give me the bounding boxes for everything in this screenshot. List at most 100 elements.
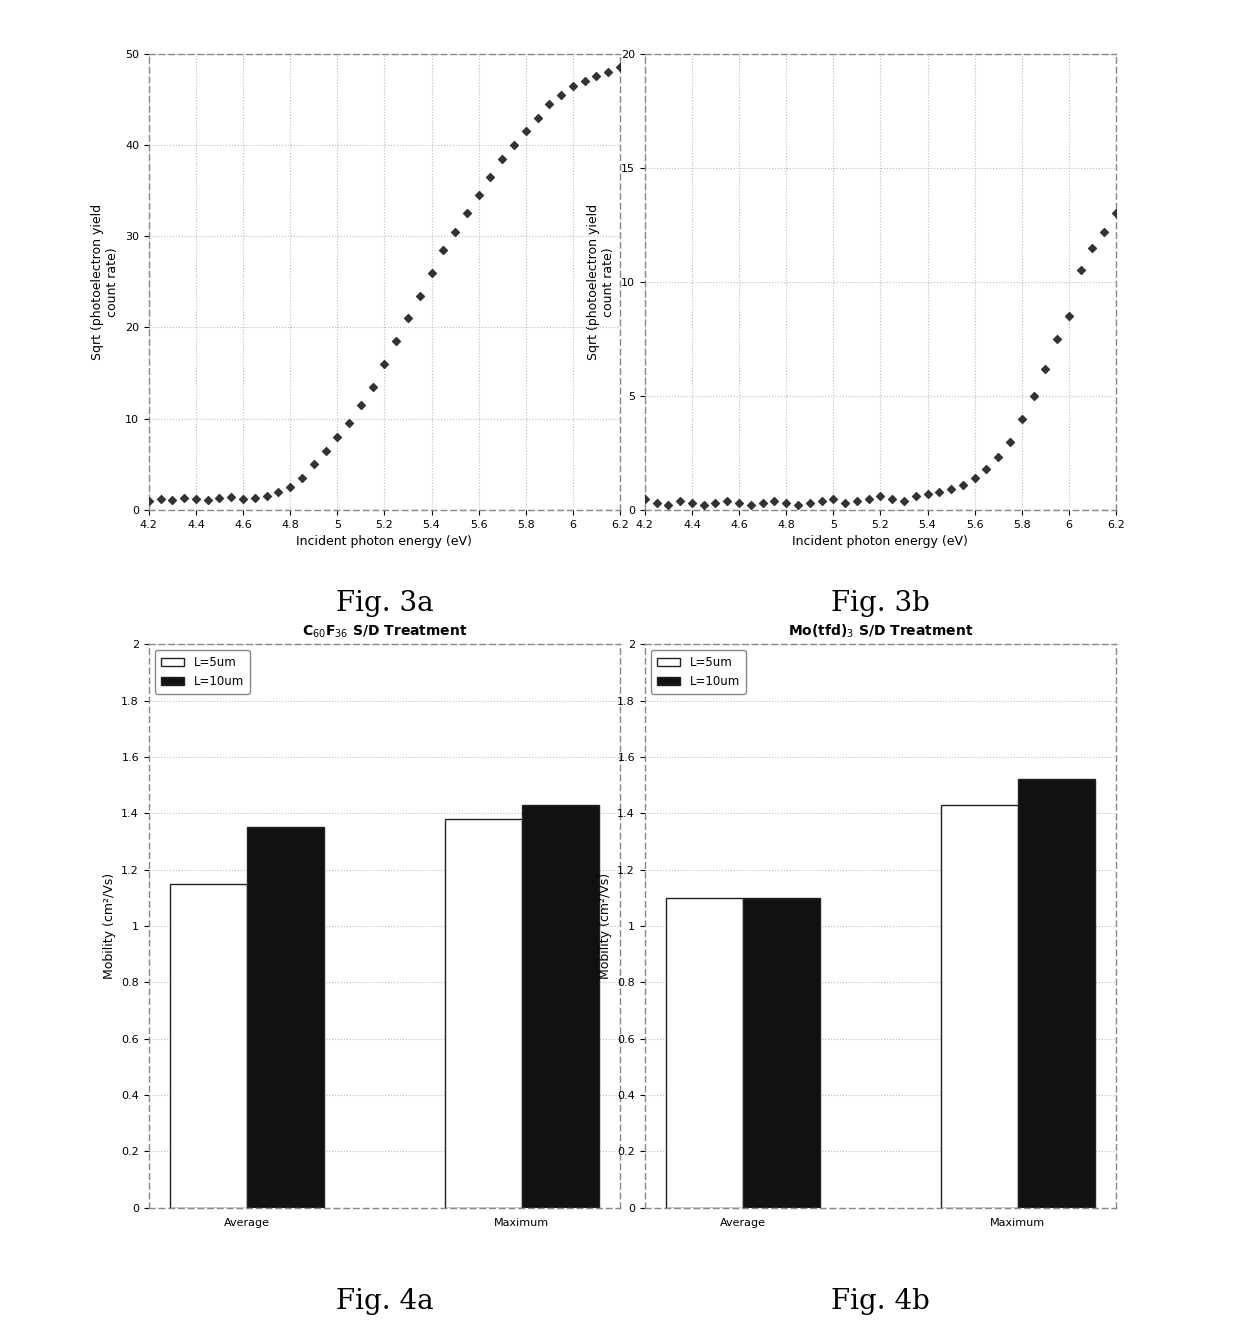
Point: [847, 490, 867, 511]
Point: [587, 66, 606, 87]
Text: Fig. 3a: Fig. 3a: [336, 590, 433, 617]
Point: [1035, 358, 1055, 380]
Point: [386, 330, 405, 352]
Point: [516, 121, 536, 142]
Point: [304, 454, 324, 475]
Point: [434, 239, 454, 260]
Point: [563, 75, 583, 97]
Point: [1012, 408, 1032, 429]
Y-axis label: Mobility (cm²/Vs): Mobility (cm²/Vs): [103, 872, 115, 980]
Point: [492, 148, 512, 169]
X-axis label: Incident photon energy (eV): Incident photon energy (eV): [792, 535, 968, 549]
Point: [999, 431, 1019, 452]
Point: [398, 307, 418, 329]
Point: [186, 488, 206, 510]
Point: [717, 490, 737, 511]
Point: [539, 93, 559, 114]
Point: [1048, 329, 1068, 350]
Point: [918, 483, 937, 505]
Point: [776, 493, 796, 514]
Point: [291, 467, 311, 488]
Point: [162, 490, 182, 511]
Point: [894, 490, 914, 511]
Point: [952, 474, 972, 495]
Bar: [941, 805, 1018, 1208]
Point: [139, 490, 159, 511]
Bar: [666, 898, 743, 1208]
Bar: [170, 883, 247, 1208]
X-axis label: Incident photon energy (eV): Incident photon energy (eV): [296, 535, 472, 549]
Point: [599, 62, 619, 83]
Point: [811, 490, 831, 511]
Point: [280, 476, 300, 498]
Point: [327, 427, 347, 448]
Point: [1083, 238, 1102, 259]
Point: [764, 490, 785, 511]
Point: [362, 376, 382, 397]
Point: [574, 70, 595, 91]
Point: [965, 467, 985, 488]
Point: [941, 479, 961, 501]
Point: [658, 495, 678, 517]
Title: Mo(tfd)$_3$ S/D Treatment: Mo(tfd)$_3$ S/D Treatment: [787, 623, 973, 640]
Point: [409, 285, 429, 306]
Point: [1024, 385, 1044, 407]
Point: [480, 166, 500, 188]
Title: C$_{60}$F$_{36}$ S/D Treatment: C$_{60}$F$_{36}$ S/D Treatment: [301, 624, 467, 640]
Point: [221, 486, 241, 507]
Bar: [247, 827, 324, 1208]
Point: [422, 262, 441, 283]
Text: Fig. 4a: Fig. 4a: [336, 1288, 433, 1315]
Bar: [522, 805, 599, 1208]
Point: [859, 488, 879, 510]
Point: [257, 486, 277, 507]
Point: [729, 493, 749, 514]
Point: [339, 412, 358, 433]
Bar: [1018, 780, 1095, 1208]
Point: [210, 487, 229, 509]
Point: [870, 486, 890, 507]
Y-axis label: Mobility (cm²/Vs): Mobility (cm²/Vs): [599, 872, 611, 980]
Point: [706, 493, 725, 514]
Point: [374, 353, 394, 374]
Text: Fig. 4b: Fig. 4b: [831, 1288, 930, 1315]
Legend: L=5um, L=10um: L=5um, L=10um: [155, 650, 249, 694]
Text: Fig. 3b: Fig. 3b: [831, 590, 930, 617]
Point: [1095, 221, 1115, 243]
Point: [456, 203, 476, 224]
Point: [930, 480, 950, 502]
Point: [836, 493, 856, 514]
Point: [150, 488, 170, 510]
Point: [1059, 305, 1079, 326]
Point: [503, 134, 523, 156]
Bar: [445, 819, 522, 1208]
Point: [610, 56, 630, 78]
Point: [694, 495, 714, 517]
Point: [174, 487, 193, 509]
Point: [647, 493, 667, 514]
Point: [823, 488, 843, 510]
Point: [977, 458, 997, 479]
Point: [883, 488, 903, 510]
Point: [469, 184, 489, 205]
Point: [1106, 203, 1126, 224]
Point: [988, 447, 1008, 468]
Point: [351, 395, 371, 416]
Point: [1070, 260, 1090, 282]
Y-axis label: Sqrt (photoelectron yield
count rate): Sqrt (photoelectron yield count rate): [588, 204, 615, 360]
Point: [742, 495, 761, 517]
Y-axis label: Sqrt (photoelectron yield
count rate): Sqrt (photoelectron yield count rate): [92, 204, 119, 360]
Point: [753, 493, 773, 514]
Point: [233, 488, 253, 510]
Bar: [743, 898, 820, 1208]
Point: [445, 221, 465, 243]
Point: [246, 487, 265, 509]
Point: [268, 480, 288, 502]
Point: [316, 440, 336, 462]
Point: [789, 495, 808, 517]
Point: [551, 85, 570, 106]
Legend: L=5um, L=10um: L=5um, L=10um: [651, 650, 745, 694]
Point: [905, 486, 925, 507]
Point: [800, 493, 820, 514]
Point: [670, 490, 689, 511]
